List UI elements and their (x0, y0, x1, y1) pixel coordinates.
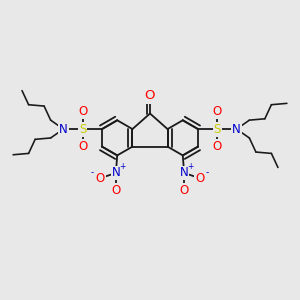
Text: O: O (78, 140, 87, 153)
Text: S: S (79, 123, 86, 136)
Text: O: O (111, 184, 121, 197)
Text: N: N (112, 167, 120, 179)
Text: -: - (206, 168, 209, 177)
Text: O: O (78, 105, 87, 118)
Text: S: S (214, 123, 221, 136)
Text: N: N (180, 167, 188, 179)
Text: N: N (59, 123, 68, 136)
Text: +: + (119, 162, 125, 171)
Text: O: O (95, 172, 105, 185)
Text: O: O (213, 140, 222, 153)
Text: -: - (91, 168, 94, 177)
Text: O: O (195, 172, 205, 185)
Text: +: + (187, 162, 194, 171)
Text: O: O (179, 184, 189, 197)
Text: N: N (232, 123, 241, 136)
Text: O: O (145, 89, 155, 103)
Text: O: O (213, 105, 222, 118)
